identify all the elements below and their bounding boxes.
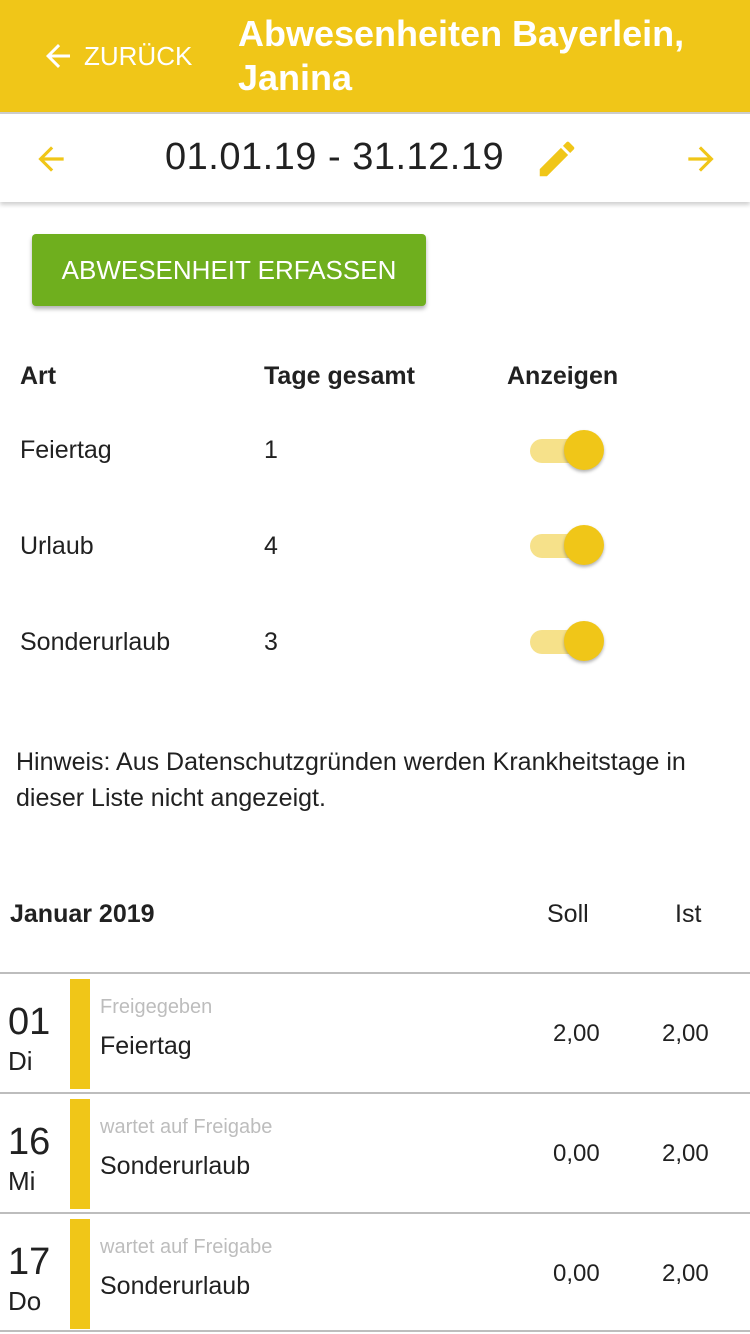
summary-art: Urlaub [20, 532, 94, 560]
header-art: Art [20, 362, 57, 390]
previous-period-icon[interactable] [32, 140, 70, 178]
soll-value: 2,00 [553, 1020, 600, 1047]
absence-type: Feiertag [100, 1032, 192, 1060]
header-tage: Tage gesamt [264, 362, 415, 390]
summary-tage: 1 [264, 436, 278, 464]
status: Freigegeben [100, 996, 213, 1018]
status: wartet auf Freigabe [100, 1236, 273, 1258]
absence-row[interactable]: 16 Mi wartet auf Freigabe Sonderurlaub 0… [0, 1092, 750, 1212]
page-title: Abwesenheiten Bayerlein, Janina [238, 13, 685, 98]
ist-header: Ist [675, 900, 702, 928]
app-header: ZURÜCK Abwesenheiten Bayerlein, Janina [0, 0, 750, 112]
type-color-bar [70, 1219, 90, 1329]
day-number: 01 [8, 1001, 51, 1043]
day-number: 17 [8, 1241, 51, 1283]
date-range-bar: 01.01.19 - 31.12.19 [0, 112, 750, 202]
summary-tage: 4 [264, 532, 278, 560]
day-number: 16 [8, 1121, 51, 1163]
absence-row[interactable]: 01 Di Freigegeben Feiertag 2,00 2,00 [0, 972, 750, 1092]
add-absence-button[interactable]: ABWESENHEIT ERFASSEN [32, 234, 426, 306]
soll-value: 0,00 [553, 1140, 600, 1167]
ist-value: 2,00 [662, 1020, 709, 1047]
soll-value: 0,00 [553, 1260, 600, 1287]
toggle-urlaub[interactable] [530, 525, 604, 565]
absence-row[interactable]: 17 Do wartet auf Freigabe Sonderurlaub 0… [0, 1212, 750, 1332]
absence-type: Sonderurlaub [100, 1272, 251, 1300]
arrow-left-icon [46, 44, 70, 68]
soll-header: Soll [547, 900, 589, 928]
back-label: ZURÜCK [84, 40, 193, 71]
header-anzeigen: Anzeigen [507, 362, 619, 390]
pencil-icon[interactable] [534, 136, 580, 182]
next-period-icon[interactable] [682, 140, 720, 178]
ist-value: 2,00 [662, 1140, 709, 1167]
summary-tage: 3 [264, 628, 278, 656]
type-color-bar [70, 1099, 90, 1209]
weekday: Mi [8, 1166, 36, 1196]
absence-type: Sonderurlaub [100, 1152, 251, 1180]
privacy-note: Hinweis: Aus Datenschutzgründen werden K… [16, 748, 686, 812]
type-color-bar [70, 979, 90, 1089]
date-range: 01.01.19 - 31.12.19 [165, 136, 505, 178]
ist-value: 2,00 [662, 1260, 709, 1287]
toggle-sonderurlaub[interactable] [530, 621, 604, 661]
weekday: Do [8, 1286, 42, 1316]
weekday: Di [8, 1046, 33, 1076]
toggle-feiertag[interactable] [530, 430, 604, 470]
summary-art: Sonderurlaub [20, 628, 171, 656]
back-button[interactable]: ZURÜCK [40, 38, 192, 74]
summary-art: Feiertag [20, 436, 112, 464]
month-title: Januar 2019 [10, 900, 155, 928]
status: wartet auf Freigabe [100, 1116, 273, 1138]
